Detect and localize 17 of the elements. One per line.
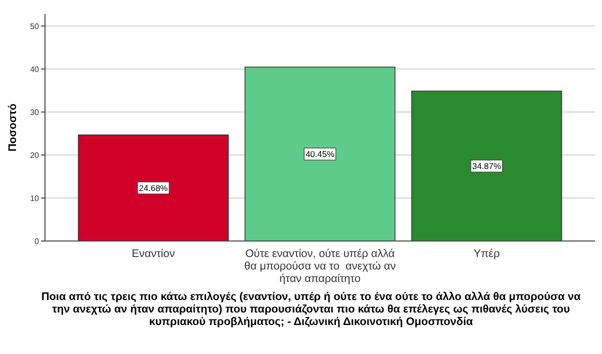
y-tick-label: 40 <box>30 65 40 74</box>
y-tick-label: 10 <box>30 194 40 204</box>
data-label: 34.87% <box>472 161 502 172</box>
y-axis-title: Ποσοστό <box>7 103 19 152</box>
data-label: 24.68% <box>138 182 168 193</box>
x-axis-title: Ποια από τις τρεις πιο κάτω επιλογές (εναντίον, υπέρ ή ούτε το ένα ούτε το άλλο αλλά θα μπορούσα να την ανεχτώ αν ήταν απαραίτητο) που παρουσιάζονται πιο κάτω θα επέλεγες ως πιθανές λύσεις του κυπριακού προβλήματος; - Διζωνική Δικοινοτική Ομοσπονδία <box>41 291 581 328</box>
y-tick-label: 0 <box>34 237 40 246</box>
bar <box>78 134 229 242</box>
y-tick-label: 30 <box>30 108 40 118</box>
y-tick-label: 50 <box>30 22 40 32</box>
bar <box>244 66 396 242</box>
x-tick-label: Ούτε εναντίον, ούτε υπέρ αλλά θα μπορούσα να το ανεχτώ αν ήταν απαραίτητο <box>244 248 396 285</box>
x-tick-label: Εναντίον <box>132 248 176 260</box>
bar <box>411 90 562 242</box>
y-tick-label: 20 <box>30 151 40 160</box>
data-label: 40.45% <box>306 149 335 160</box>
x-tick-label: Υπέρ <box>474 248 500 260</box>
